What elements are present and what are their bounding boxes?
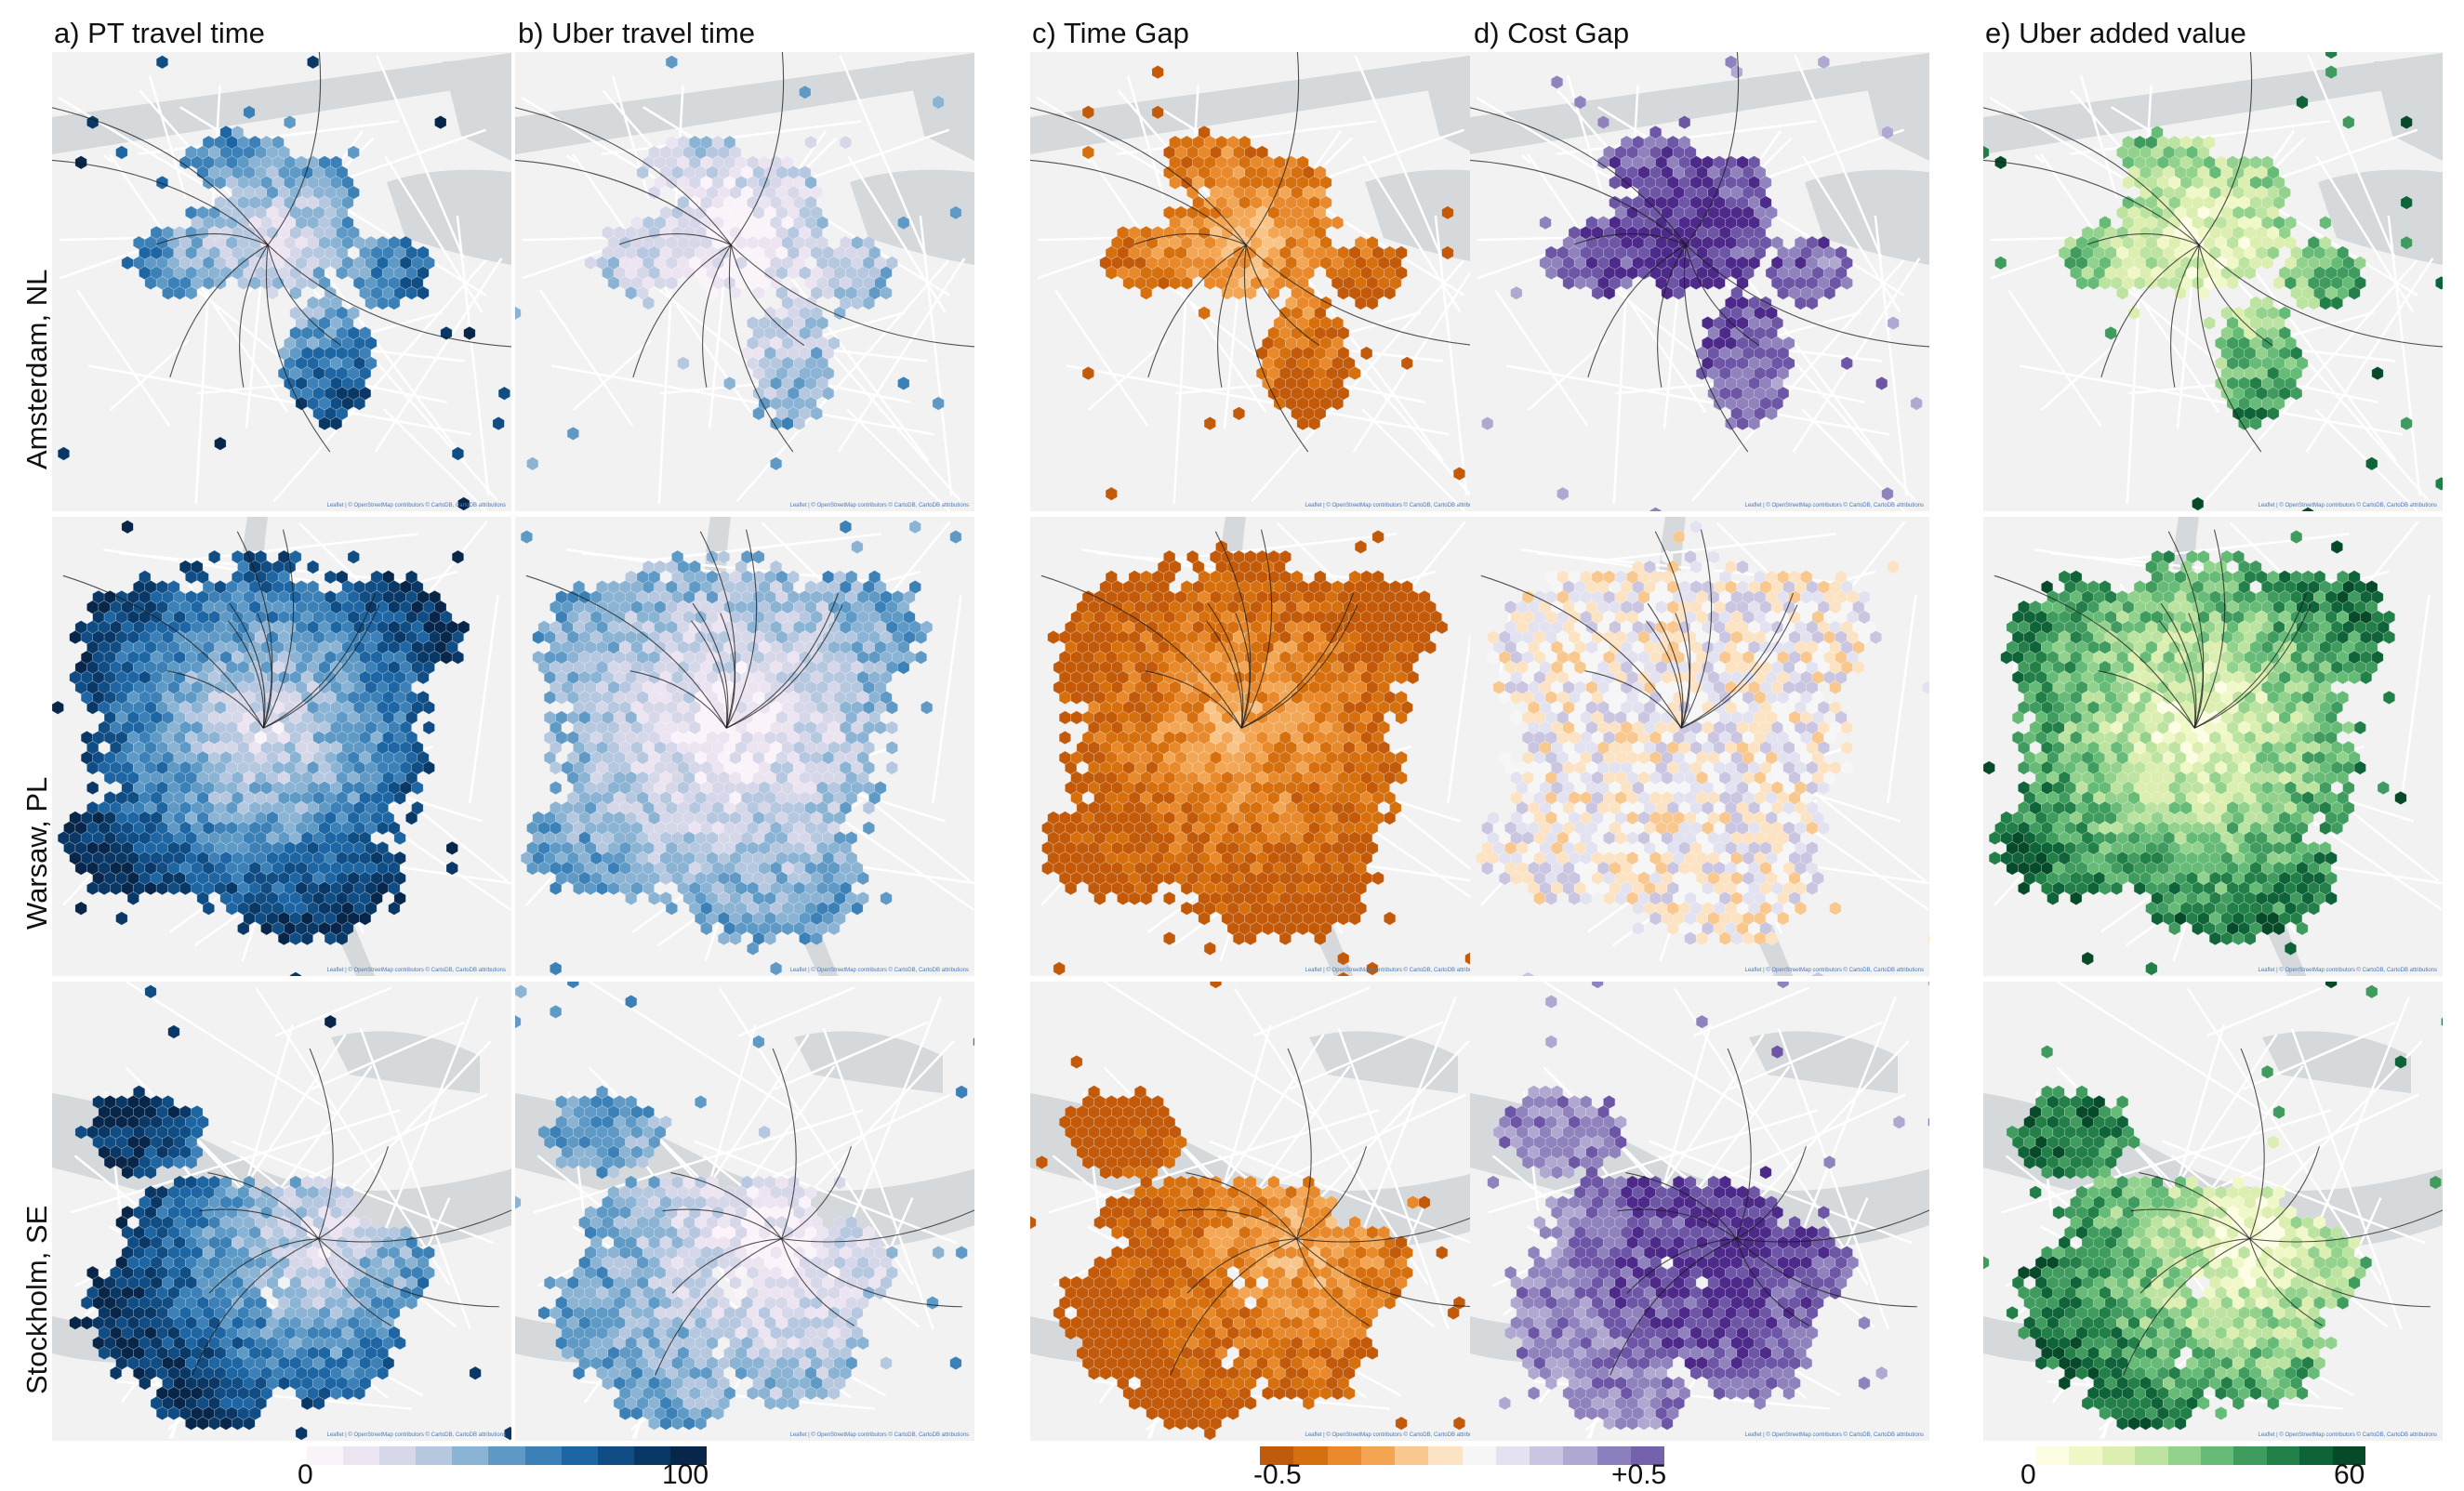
map-attribution[interactable]: Leaflet | © OpenStreetMap contributors ©…: [790, 968, 970, 973]
map-attribution[interactable]: Leaflet | © OpenStreetMap contributors ©…: [327, 968, 507, 973]
map-panel-amsterdam-time[interactable]: Leaflet | © OpenStreetMap contributors ©…: [1030, 52, 1490, 511]
row-label-amsterdam: Amsterdam, NL: [20, 270, 54, 469]
map-canvas: [515, 52, 974, 511]
map-panel-amsterdam-value[interactable]: Leaflet | © OpenStreetMap contributors ©…: [1983, 52, 2443, 511]
map-panel-warsaw-pt[interactable]: Leaflet | © OpenStreetMap contributors ©…: [52, 517, 511, 976]
row-label-warsaw: Warsaw, PL: [20, 777, 54, 930]
row-label-stockholm: Stockholm, SE: [20, 1206, 54, 1394]
map-panel-amsterdam-uber[interactable]: Leaflet | © OpenStreetMap contributors ©…: [515, 52, 974, 511]
map-canvas: [1983, 52, 2443, 511]
map-panel-warsaw-time[interactable]: Leaflet | © OpenStreetMap contributors ©…: [1030, 517, 1490, 976]
map-attribution[interactable]: Leaflet | © OpenStreetMap contributors ©…: [790, 503, 970, 508]
map-panel-warsaw-uber[interactable]: Leaflet | © OpenStreetMap contributors ©…: [515, 517, 974, 976]
map-canvas: [1030, 517, 1490, 976]
map-attribution[interactable]: Leaflet | © OpenStreetMap contributors ©…: [1305, 503, 1485, 508]
map-canvas: [515, 517, 974, 976]
column-title-pt-travel-time: a) PT travel time: [54, 17, 265, 50]
column-title-cost-gap: d) Cost Gap: [1474, 17, 1629, 50]
column-title-uber-added-value: e) Uber added value: [1985, 17, 2246, 50]
map-attribution[interactable]: Leaflet | © OpenStreetMap contributors ©…: [1745, 503, 1925, 508]
map-panel-amsterdam-pt[interactable]: Leaflet | © OpenStreetMap contributors ©…: [52, 52, 511, 511]
map-attribution[interactable]: Leaflet | © OpenStreetMap contributors ©…: [327, 503, 507, 508]
map-canvas: [52, 52, 511, 511]
column-title-uber-travel-time: b) Uber travel time: [518, 17, 755, 50]
column-title-time-gap: c) Time Gap: [1032, 17, 1189, 50]
map-canvas: [52, 517, 511, 976]
map-canvas: [1470, 52, 1929, 511]
map-attribution[interactable]: Leaflet | © OpenStreetMap contributors ©…: [2259, 503, 2438, 508]
map-panel-amsterdam-cost[interactable]: Leaflet | © OpenStreetMap contributors ©…: [1470, 52, 1929, 511]
map-canvas: [1030, 52, 1490, 511]
